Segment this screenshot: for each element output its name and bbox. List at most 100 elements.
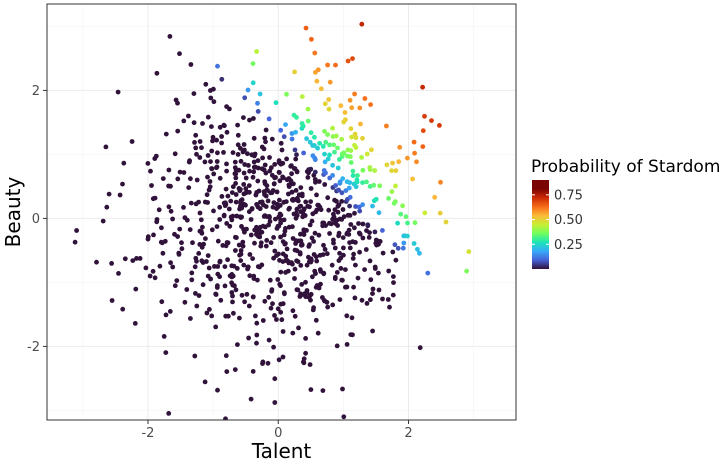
- data-point: [275, 277, 281, 282]
- data-point: [100, 218, 106, 224]
- data-point: [157, 263, 163, 269]
- data-point: [251, 135, 257, 141]
- data-point: [338, 103, 344, 109]
- data-point: [286, 259, 291, 265]
- data-point: [308, 291, 314, 297]
- data-point: [359, 297, 365, 303]
- data-point: [310, 274, 315, 280]
- data-point: [241, 182, 247, 187]
- data-point: [339, 136, 345, 142]
- data-point: [210, 134, 216, 140]
- data-point: [256, 227, 262, 233]
- data-point: [133, 286, 139, 292]
- data-point: [348, 126, 354, 132]
- data-point: [223, 353, 229, 359]
- data-point: [305, 118, 311, 124]
- data-point: [242, 162, 248, 167]
- data-point: [293, 188, 299, 193]
- data-point: [253, 164, 258, 170]
- data-point: [290, 308, 296, 314]
- data-point: [278, 269, 284, 275]
- data-point: [199, 258, 205, 264]
- data-point: [331, 240, 336, 246]
- data-point: [168, 208, 174, 214]
- data-point: [196, 251, 202, 256]
- data-point: [281, 199, 287, 205]
- data-point: [241, 115, 246, 120]
- data-point: [312, 134, 317, 140]
- data-point: [330, 125, 335, 131]
- data-point: [272, 400, 278, 405]
- data-point: [217, 258, 223, 264]
- data-point: [167, 34, 173, 39]
- data-point: [159, 299, 165, 305]
- data-point: [172, 151, 178, 157]
- data-point: [422, 210, 428, 216]
- data-point: [209, 313, 215, 319]
- data-point: [255, 204, 261, 210]
- data-point: [289, 189, 295, 195]
- data-point: [294, 152, 299, 158]
- data-point: [368, 277, 374, 283]
- data-point: [417, 345, 423, 351]
- data-point: [362, 267, 367, 272]
- data-point: [400, 245, 406, 251]
- data-point: [275, 204, 281, 210]
- data-point: [309, 36, 314, 42]
- data-point: [223, 416, 228, 420]
- data-point: [262, 298, 268, 304]
- data-point: [341, 245, 346, 251]
- data-point: [357, 208, 363, 214]
- data-point: [321, 168, 327, 173]
- data-point: [340, 207, 346, 212]
- data-point: [279, 317, 285, 323]
- data-point: [254, 49, 259, 54]
- data-point: [263, 139, 268, 145]
- data-point: [233, 199, 239, 205]
- data-point: [231, 263, 237, 269]
- data-point: [239, 197, 245, 203]
- data-point: [360, 202, 365, 208]
- data-point: [249, 206, 255, 211]
- data-point: [359, 155, 364, 160]
- data-point: [410, 176, 415, 182]
- data-point: [196, 293, 202, 298]
- data-point: [327, 152, 332, 158]
- data-point: [191, 120, 197, 126]
- data-point: [380, 296, 385, 302]
- data-point: [250, 256, 256, 261]
- data-point: [260, 155, 265, 161]
- data-point: [299, 282, 305, 287]
- data-point: [193, 291, 198, 296]
- data-point: [197, 242, 203, 247]
- data-point: [255, 109, 261, 114]
- data-point: [217, 175, 223, 181]
- data-point: [248, 217, 254, 222]
- data-point: [237, 315, 242, 321]
- data-point: [206, 265, 212, 271]
- data-point: [226, 206, 232, 212]
- data-point: [464, 268, 469, 274]
- data-point: [250, 61, 256, 66]
- data-point: [260, 361, 265, 366]
- data-point: [235, 132, 241, 138]
- data-point: [393, 168, 399, 174]
- data-point: [224, 221, 230, 226]
- data-point: [355, 275, 361, 281]
- data-point: [270, 301, 275, 307]
- data-point: [350, 168, 356, 174]
- data-point: [347, 213, 353, 218]
- data-point: [266, 116, 272, 122]
- data-point: [308, 186, 314, 191]
- data-point: [120, 181, 125, 187]
- data-point: [301, 150, 306, 156]
- data-point: [466, 249, 472, 255]
- data-point: [222, 264, 228, 269]
- data-point: [405, 155, 410, 161]
- data-point: [247, 117, 252, 123]
- data-point: [286, 206, 292, 212]
- data-point: [308, 130, 314, 136]
- data-point: [231, 310, 236, 316]
- data-point: [337, 216, 343, 222]
- data-point: [251, 116, 256, 121]
